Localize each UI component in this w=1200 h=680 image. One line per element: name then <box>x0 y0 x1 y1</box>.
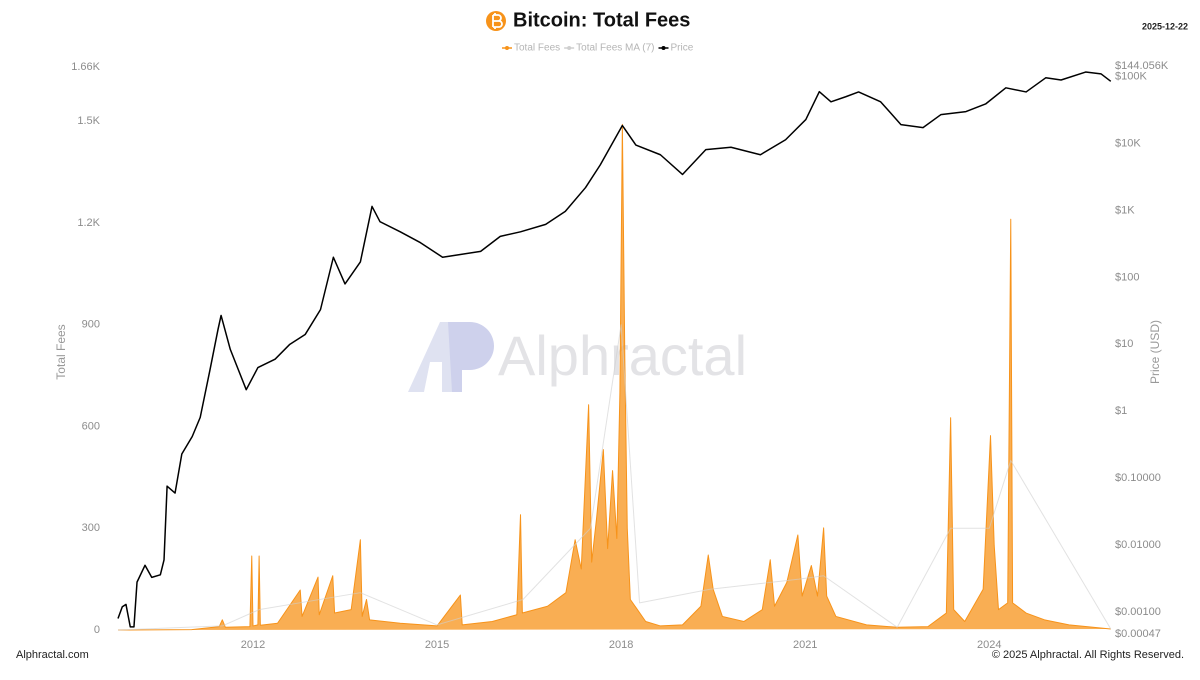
y2-tick-label: $10K <box>1115 137 1141 149</box>
watermark: Alphractal <box>408 322 747 392</box>
y2-tick-label: $1K <box>1115 204 1135 216</box>
x-tick-label: 2012 <box>241 639 265 651</box>
y-tick-label: 300 <box>82 522 100 534</box>
y2-tick-label: $0.00047 <box>1115 628 1161 640</box>
y-tick-label: 0 <box>94 624 100 636</box>
x-tick-label: 2021 <box>793 639 817 651</box>
y-tick-label: 1.2K <box>77 217 100 229</box>
y2-tick-label: $144.056K <box>1115 60 1169 72</box>
legend-item[interactable]: Total Fees MA (7) <box>564 43 655 54</box>
y2-tick-label: $0.00100 <box>1115 606 1161 618</box>
y-tick-label: 1.66K <box>71 61 100 73</box>
y2-tick-label: $100K <box>1115 71 1147 83</box>
chart-title: Bitcoin: Total Fees <box>513 9 690 31</box>
legend-label: Price <box>671 43 694 54</box>
y2-tick-label: $0.10000 <box>1115 472 1161 484</box>
watermark-logo <box>408 322 458 392</box>
y-tick-label: 600 <box>82 420 100 432</box>
y2-tick-label: $10 <box>1115 338 1133 350</box>
x-tick-label: 2018 <box>609 639 633 651</box>
y2-tick-label: $0.01000 <box>1115 539 1161 551</box>
legend: Total Fees Total Fees MA (7) Price <box>502 43 694 54</box>
bitcoin-glyph <box>492 13 503 29</box>
y-tick-label: 1.5K <box>77 115 100 127</box>
y2-tick-label: $100 <box>1115 271 1139 283</box>
y2-axis-title: Price (USD) <box>1148 320 1162 384</box>
legend-item[interactable]: Total Fees <box>502 43 560 54</box>
y-tick-label: 900 <box>82 319 100 331</box>
price-line <box>117 71 1112 628</box>
legend-dot <box>505 46 509 50</box>
x-tick-label: 2024 <box>977 639 1001 651</box>
y-axis-title: Total Fees <box>54 324 68 379</box>
fees-area <box>117 123 1111 631</box>
legend-label: Total Fees <box>514 43 560 54</box>
x-tick-label: 2015 <box>425 639 449 651</box>
chart-date: 2025-12-22 <box>1142 21 1188 31</box>
legend-label: Total Fees MA (7) <box>576 43 654 54</box>
legend-item[interactable]: Price <box>658 43 694 54</box>
footer-left: Alphractal.com <box>16 649 89 661</box>
watermark-logo <box>448 322 494 392</box>
y2-tick-label: $1 <box>1115 405 1127 417</box>
title-icon <box>486 11 506 31</box>
legend-dot <box>567 46 572 50</box>
ma-line <box>117 324 1112 631</box>
footer-right: © 2025 Alphractal. All Rights Reserved. <box>992 649 1184 661</box>
legend-dot <box>661 46 666 50</box>
